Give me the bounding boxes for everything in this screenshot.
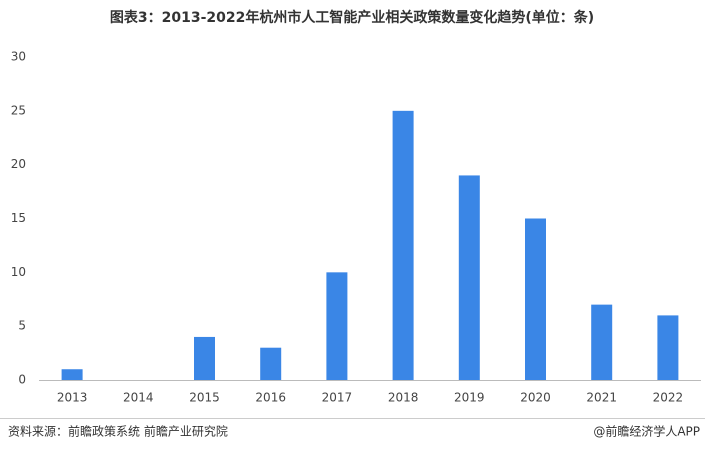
y-tick-label: 25 (11, 103, 26, 117)
chart-title: 图表3：2013-2022年杭州市人工智能产业相关政策数量变化趋势(单位：条) (110, 9, 594, 26)
bar (591, 304, 613, 380)
y-tick-label: 5 (18, 319, 26, 333)
x-tick-label: 2018 (388, 391, 419, 405)
x-tick-label: 2019 (454, 391, 485, 405)
source: 资料来源：前瞻政策系统 前瞻产业研究院 (8, 424, 228, 439)
bar (61, 369, 83, 380)
credit: @前瞻经济学人APP (593, 424, 700, 439)
x-tick-label: 2013 (57, 391, 88, 405)
bar (260, 347, 282, 380)
y-tick-label: 10 (11, 265, 26, 279)
x-tick-label: 2017 (322, 391, 353, 405)
y-tick-label: 30 (11, 50, 26, 64)
x-tick-label: 2021 (586, 391, 617, 405)
x-tick-label: 2020 (520, 391, 551, 405)
y-tick-label: 15 (11, 211, 26, 225)
x-tick-label: 2016 (255, 391, 286, 405)
y-tick-label: 20 (11, 157, 26, 171)
bar (392, 110, 414, 380)
x-tick-label: 2022 (653, 391, 684, 405)
x-tick-label: 2014 (123, 391, 154, 405)
bar (657, 315, 679, 380)
bar (326, 272, 348, 380)
bar (194, 336, 215, 380)
x-tick-label: 2015 (189, 391, 220, 405)
bar (458, 175, 480, 380)
y-tick-label: 0 (18, 373, 26, 387)
bar (525, 218, 546, 380)
